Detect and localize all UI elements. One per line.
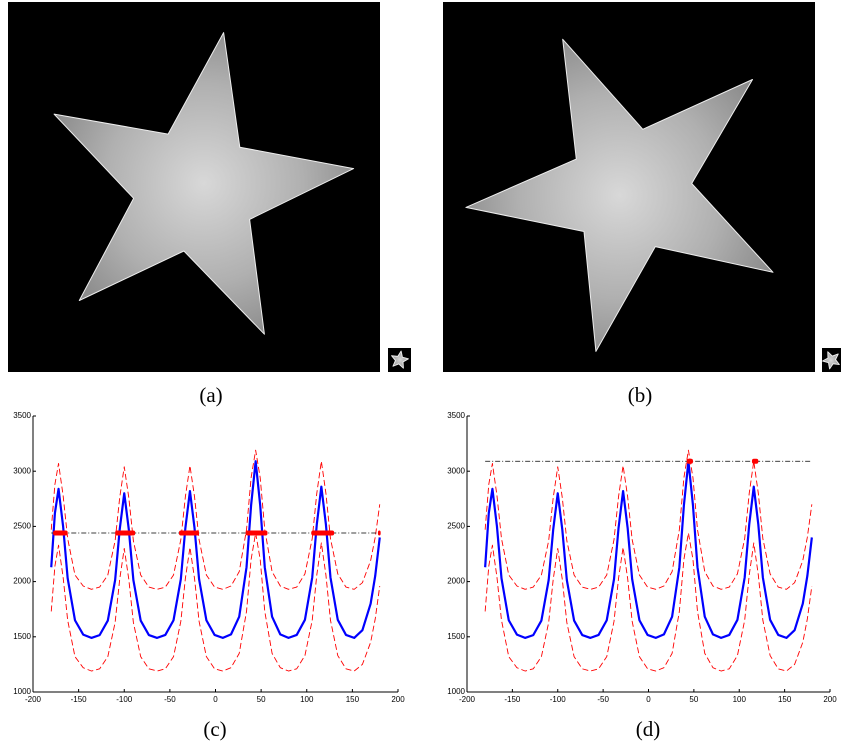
- detection: [378, 531, 381, 536]
- y-tick-label: 3500: [13, 411, 31, 420]
- y-tick-label: 1000: [13, 687, 31, 696]
- signal-line: [51, 461, 380, 638]
- detection: [53, 531, 68, 536]
- bound-line: [51, 533, 380, 671]
- y-tick-label: 2000: [13, 577, 31, 586]
- x-tick-label: -200: [459, 695, 476, 704]
- y-tick-label: 2500: [447, 522, 465, 531]
- x-tick-label: 150: [346, 695, 360, 704]
- signal-line: [485, 461, 812, 638]
- caption: (c): [203, 717, 226, 741]
- y-tick-label: 1000: [447, 687, 465, 696]
- detection: [752, 459, 758, 464]
- detection: [246, 531, 268, 536]
- x-tick-label: 150: [778, 695, 792, 704]
- detection: [687, 459, 693, 464]
- detection: [311, 531, 334, 536]
- x-tick-label: 200: [391, 695, 405, 704]
- caption: (b): [628, 383, 653, 407]
- y-tick-label: 2000: [447, 577, 465, 586]
- x-tick-label: 200: [823, 695, 837, 704]
- x-tick-label: -150: [504, 695, 521, 704]
- y-tick-label: 1500: [447, 632, 465, 641]
- x-tick-label: -150: [71, 695, 88, 704]
- x-tick-label: 0: [213, 695, 218, 704]
- caption: (a): [199, 383, 222, 407]
- x-tick-label: -50: [164, 695, 176, 704]
- x-tick-label: 50: [689, 695, 698, 704]
- y-tick-label: 3500: [447, 411, 465, 420]
- bound-line: [485, 533, 812, 671]
- y-tick-label: 3000: [447, 466, 465, 475]
- x-tick-label: 50: [257, 695, 266, 704]
- y-tick-label: 1500: [13, 632, 31, 641]
- detection: [179, 531, 199, 536]
- y-tick-label: 3000: [13, 466, 31, 475]
- y-tick-label: 2500: [13, 522, 31, 531]
- x-tick-label: -100: [116, 695, 133, 704]
- x-tick-label: -100: [550, 695, 567, 704]
- detection: [115, 531, 135, 536]
- x-tick-label: 0: [646, 695, 651, 704]
- caption: (d): [636, 717, 661, 741]
- x-tick-label: -50: [597, 695, 609, 704]
- figure: (a) (b) (c) (d) -200 -150 -100 -50 0 50 100 150…: [0, 0, 841, 751]
- x-tick-label: 100: [300, 695, 314, 704]
- x-tick-label: 100: [733, 695, 747, 704]
- x-tick-label: -200: [25, 695, 42, 704]
